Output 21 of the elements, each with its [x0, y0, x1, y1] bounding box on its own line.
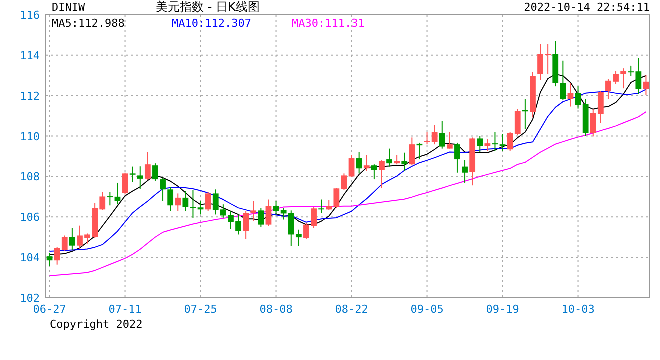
y-tick-label: 106: [20, 211, 40, 224]
x-tick-label: 08-08: [260, 303, 293, 316]
x-tick-label: 10-03: [562, 303, 595, 316]
chart-title: 美元指数 - 日K线图: [156, 0, 260, 14]
text: Copyright 2022: [50, 318, 143, 331]
y-tick-label: 112: [20, 90, 40, 103]
x-tick-label: 09-19: [486, 303, 520, 316]
x-tick-label: 06-27: [33, 303, 66, 316]
x-tick-label: 07-11: [108, 303, 142, 316]
legend: MA5:112.988 MA10:112.307 MA30:111.31: [52, 17, 365, 30]
y-tick-label: 104: [20, 252, 40, 265]
y-tick-label: 102: [20, 292, 40, 305]
text: DINIW: [52, 1, 86, 14]
x-tick-label: 09-05: [410, 303, 444, 316]
text: 2022-10-14 22:54:11: [524, 1, 650, 14]
x-tick-label: 08-22: [335, 303, 368, 316]
y-tick-label: 110: [20, 130, 40, 144]
y-tick-label: 114: [20, 49, 40, 62]
x-tick-label: 07-25: [184, 303, 218, 316]
y-tick-label: 116: [20, 9, 40, 22]
y-tick-label: 108: [20, 170, 40, 184]
